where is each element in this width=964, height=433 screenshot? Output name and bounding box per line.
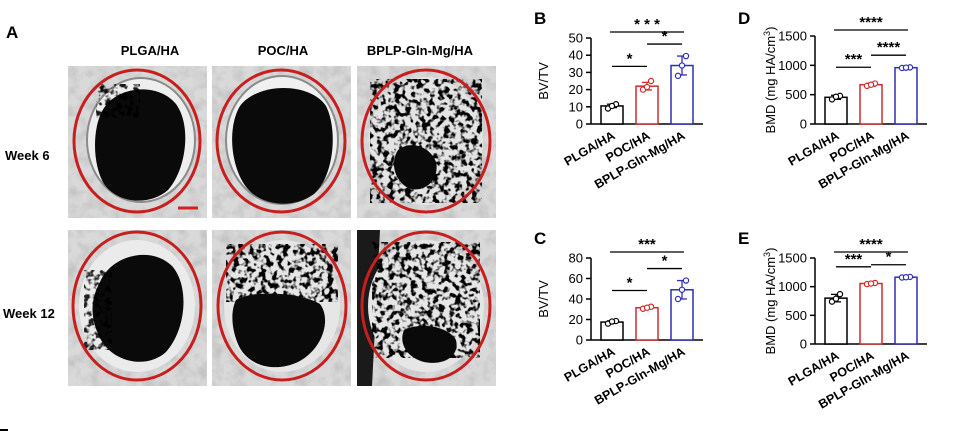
y-tick-label: 60 xyxy=(569,271,583,286)
y-tick-label: 0 xyxy=(800,117,807,132)
data-point xyxy=(867,81,875,88)
column-label-bplp: BPLP-Gln-Mg/HA xyxy=(367,43,474,58)
y-tick-label: 1000 xyxy=(778,58,807,73)
y-tick-label: 30 xyxy=(569,65,583,80)
significance-label: *** xyxy=(845,51,863,68)
data-point xyxy=(832,93,840,100)
bar xyxy=(859,83,883,125)
significance-label: *** xyxy=(845,251,863,268)
y-axis-label: BMD (mg HA/cm3) xyxy=(762,248,778,355)
panel-letter: B xyxy=(534,9,546,28)
data-point xyxy=(674,295,682,303)
microct-image-week6-bplp xyxy=(357,66,496,218)
panel-letter: D xyxy=(738,9,750,28)
bar xyxy=(635,85,659,125)
data-point xyxy=(643,304,651,311)
data-point xyxy=(647,77,655,85)
data-point xyxy=(643,83,651,91)
y-axis-label: BV/TV xyxy=(536,280,551,318)
y-tick-label: 500 xyxy=(785,87,807,102)
y-tick-label: 10 xyxy=(569,99,583,114)
significance-label: *** xyxy=(638,236,656,253)
data-point xyxy=(682,277,690,284)
microct-image-week6-plga xyxy=(68,66,207,218)
data-point xyxy=(902,274,910,281)
data-point xyxy=(832,295,840,302)
defect-circle xyxy=(71,230,203,382)
defect-circle xyxy=(360,230,492,382)
significance-label: * * * xyxy=(634,16,660,33)
defect-circle xyxy=(360,68,492,214)
y-tick-label: 1500 xyxy=(778,251,807,266)
defect-circle xyxy=(216,230,348,382)
panel-letter: E xyxy=(738,229,749,248)
significance-label: * xyxy=(886,249,892,266)
data-point xyxy=(608,102,616,110)
bar xyxy=(859,282,883,345)
data-point xyxy=(608,318,616,325)
data-point xyxy=(867,280,875,287)
data-point xyxy=(674,72,682,80)
y-tick-label: 80 xyxy=(569,251,583,266)
panel-letter: C xyxy=(534,229,546,248)
significance-label: **** xyxy=(859,236,883,253)
microct-image-week12-plga xyxy=(68,230,207,386)
data-point xyxy=(902,64,910,71)
data-point xyxy=(678,286,686,293)
chart-b: BBV/TV01020304050PLGA/HAPOC/HABPLP-Gln-M… xyxy=(534,9,703,192)
y-tick-label: 1500 xyxy=(778,29,807,44)
column-label-poc: POC/HA xyxy=(258,43,309,58)
column-label-plga: PLGA/HA xyxy=(121,43,180,58)
data-point xyxy=(682,52,690,60)
y-tick-label: 0 xyxy=(576,333,583,348)
data-point xyxy=(836,290,844,298)
y-axis-label: BMD (mg HA/cm3) xyxy=(762,27,778,134)
bar xyxy=(824,96,848,125)
y-tick-label: 0 xyxy=(800,337,807,352)
y-tick-label: 20 xyxy=(569,312,583,327)
bar xyxy=(600,321,624,341)
data-point xyxy=(678,62,686,69)
significance-label: **** xyxy=(877,39,901,56)
y-axis-label: BV/TV xyxy=(536,62,551,100)
significance-label: * xyxy=(627,50,633,67)
y-tick-label: 20 xyxy=(569,82,583,97)
bar xyxy=(824,297,848,345)
y-tick-label: 1000 xyxy=(778,279,807,294)
chart-c: CBV/TV020406080PLGA/HAPOC/HABPLP-Gln-Mg/… xyxy=(534,229,703,408)
row-label-week12: Week 12 xyxy=(3,306,55,321)
microct-image-week6-poc xyxy=(212,66,351,218)
panel-a: A PLGA/HA POC/HA BPLP-Gln-Mg/HA Week 6 W… xyxy=(3,23,496,386)
y-tick-label: 500 xyxy=(785,308,807,323)
panel-a-letter: A xyxy=(6,23,18,42)
bar xyxy=(635,306,659,341)
y-tick-label: 40 xyxy=(569,48,583,63)
row-label-week6: Week 6 xyxy=(5,148,50,163)
y-tick-label: 0 xyxy=(576,117,583,132)
significance-label: * xyxy=(662,253,668,270)
defect-circle xyxy=(215,68,347,214)
y-tick-label: 50 xyxy=(569,31,583,46)
significance-label: * xyxy=(627,274,633,291)
bar xyxy=(894,66,918,125)
bar xyxy=(894,276,918,345)
defect-circle xyxy=(72,68,202,214)
microct-image-week12-bplp xyxy=(357,230,496,386)
y-tick-label: 40 xyxy=(569,292,583,307)
significance-label: * xyxy=(662,28,668,45)
significance-label: **** xyxy=(859,14,883,31)
microct-image-week12-poc xyxy=(212,230,351,386)
